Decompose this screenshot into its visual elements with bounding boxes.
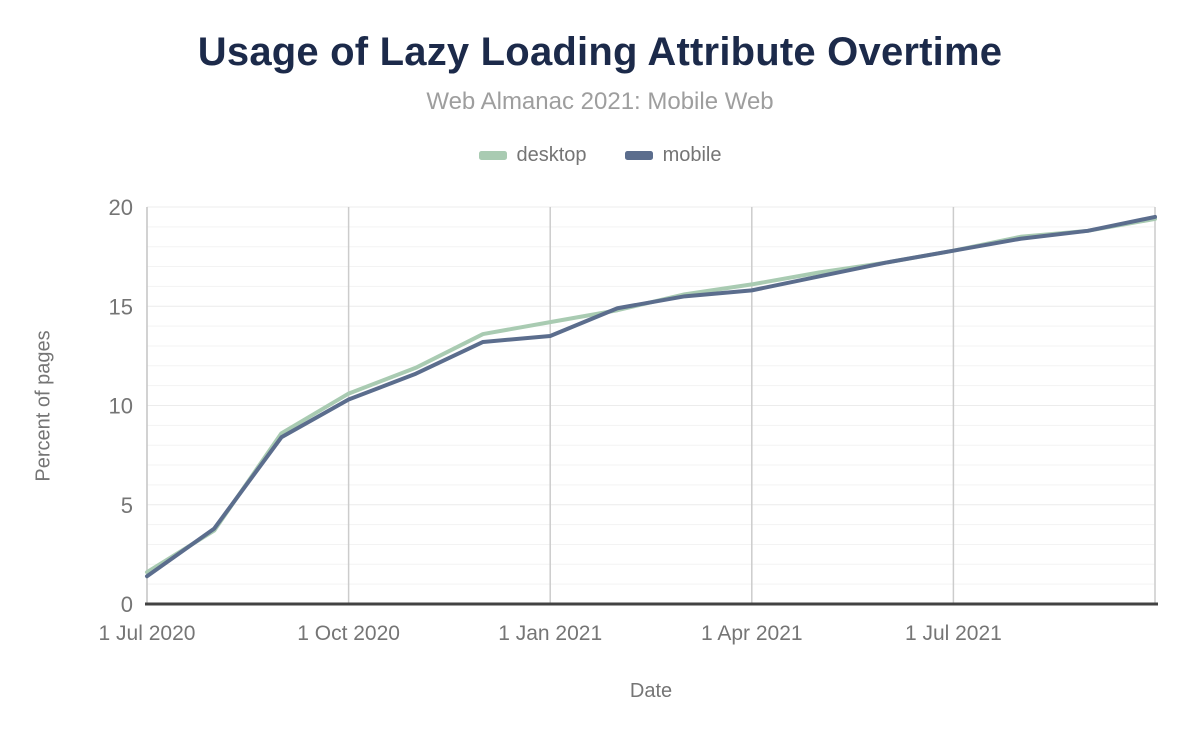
y-tick-label: 15 bbox=[109, 294, 133, 319]
page-subtitle: Web Almanac 2021: Mobile Web bbox=[426, 88, 774, 115]
y-tick-label: 20 bbox=[109, 195, 133, 220]
x-axis-title: Date bbox=[629, 680, 673, 702]
x-tick-label: 1 Oct 2020 bbox=[297, 622, 400, 645]
mobile-series-swatch-icon bbox=[624, 151, 653, 160]
y-axis-title: Percent of pages bbox=[32, 330, 55, 482]
legend: desktop mobile bbox=[0, 144, 1200, 167]
x-tick-label: 1 Jan 2021 bbox=[498, 622, 602, 645]
series-line-mobile bbox=[145, 214, 1157, 579]
y-tick-label: 10 bbox=[109, 394, 133, 419]
x-tick-label: 1 Jul 2021 bbox=[905, 622, 1002, 645]
legend-label-desktop: desktop bbox=[516, 144, 587, 166]
x-tick-label: 1 Apr 2021 bbox=[701, 622, 803, 645]
legend-item-mobile: mobile bbox=[624, 144, 722, 167]
y-tick-label: 5 bbox=[121, 493, 133, 518]
x-tick-label: 1 Jul 2020 bbox=[99, 622, 196, 645]
y-tick-label: 0 bbox=[121, 592, 133, 617]
series-line-desktop bbox=[145, 216, 1157, 575]
desktop-series-swatch-icon bbox=[478, 151, 507, 160]
legend-label-mobile: mobile bbox=[662, 144, 722, 166]
page-title: Usage of Lazy Loading Attribute Overtime bbox=[197, 30, 1003, 74]
legend-item-desktop: desktop bbox=[478, 144, 587, 167]
